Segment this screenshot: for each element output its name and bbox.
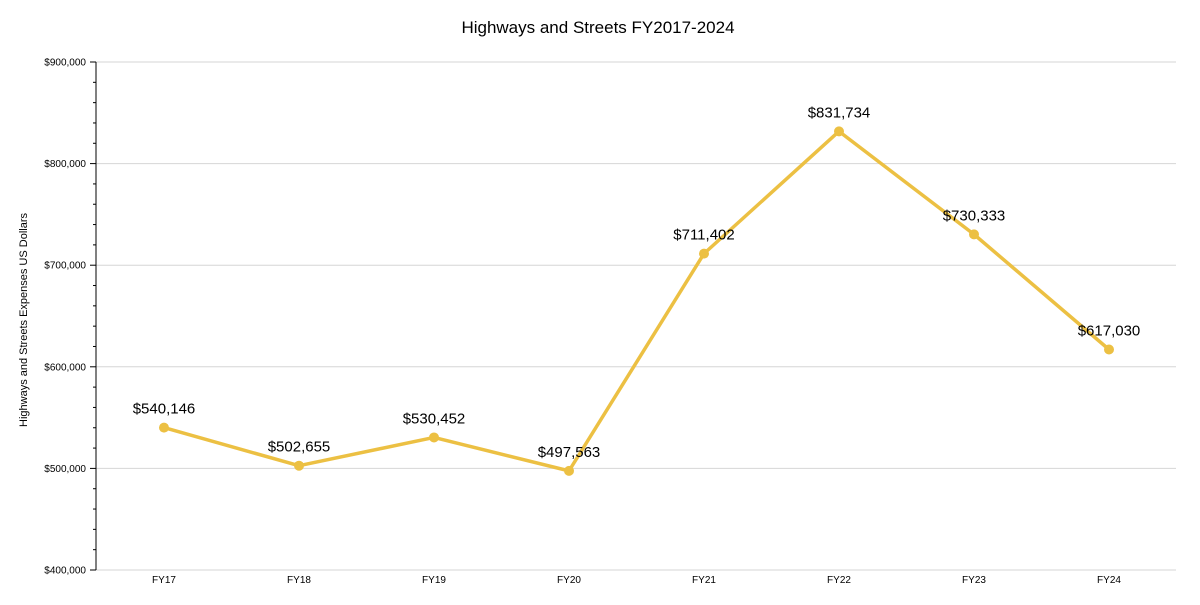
x-tick-label: FY17 [152,575,176,586]
data-point [564,465,574,476]
data-point [429,432,439,443]
y-tick-label: $600,000 [44,362,86,373]
data-label: $540,146 [133,401,196,418]
y-axis-label: Highways and Streets Expenses US Dollars [18,213,30,427]
data-label: $730,333 [943,207,1006,224]
data-point [294,460,304,471]
data-points [159,126,1114,476]
data-label: $831,734 [808,104,871,121]
data-labels: $540,146 $502,655 $530,452 $497,563 $711,402… [133,104,1141,461]
y-tick-label: $800,000 [44,159,86,170]
y-tick-labels: $400,000 $500,000 $600,000 $700,000 $800,000… [44,58,86,577]
data-point [699,248,709,259]
data-label: $711,402 [673,227,734,244]
x-tick-label: FY23 [962,575,986,586]
data-label: $497,563 [538,444,601,461]
y-tick-label: $700,000 [44,261,86,272]
data-point [159,422,169,433]
x-tick-label: FY19 [422,575,446,586]
x-tick-label: FY22 [827,575,851,586]
chart-title: Highways and Streets FY2017-2024 [461,18,734,37]
series-line [162,129,1111,473]
y-tick-label: $400,000 [44,566,86,577]
series-line-group [162,129,1111,473]
x-tick-label: FY21 [692,575,716,586]
data-point [1104,344,1114,355]
y-tick-label: $500,000 [44,464,86,475]
data-point [969,229,979,240]
x-tick-label: FY24 [1097,575,1121,586]
x-tick-labels: FY17 FY18 FY19 FY20 FY21 FY22 FY23 FY24 [152,575,1121,586]
data-label: $530,452 [403,410,466,427]
data-label: $502,655 [268,439,331,456]
y-tick-label: $900,000 [44,58,86,69]
x-tick-label: FY18 [287,575,311,586]
y-axis [90,61,97,571]
x-tick-label: FY20 [557,575,581,586]
data-point [834,126,844,137]
gridlines [96,61,1176,571]
data-label: $617,030 [1078,322,1141,339]
